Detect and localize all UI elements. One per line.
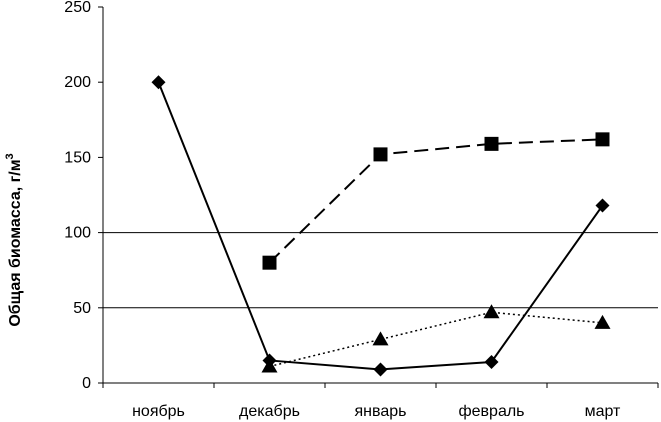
y-axis-title-superscript: 3 — [4, 153, 16, 159]
x-tick-label: декабрь — [239, 403, 300, 420]
y-tick-labels: 0 50 100 150 200 250 — [64, 0, 91, 392]
series-diamond-line — [157, 81, 604, 371]
point-square — [484, 136, 499, 151]
point-square — [595, 132, 610, 147]
y-tick-label: 0 — [82, 375, 91, 392]
y-tick-label: 250 — [64, 0, 91, 16]
point-triangle — [594, 314, 611, 329]
y-axis-title: Общая биомасса, г/м3 — [4, 153, 24, 326]
y-tick-label: 150 — [64, 149, 91, 166]
point-diamond — [373, 362, 388, 377]
point-square — [373, 147, 388, 162]
point-triangle — [372, 331, 389, 346]
y-tick-label: 200 — [64, 74, 91, 91]
x-tick-label: январь — [355, 403, 407, 420]
series-triangle-line — [269, 311, 603, 368]
series-group — [151, 75, 611, 377]
point-diamond — [151, 75, 166, 90]
x-tick-label: февраль — [458, 403, 524, 420]
x-tick-labels: ноябрь декабрь январь февраль март — [132, 403, 621, 420]
y-tick-label: 100 — [64, 225, 91, 242]
series-square-line — [268, 138, 603, 264]
y-tick-label: 50 — [73, 300, 91, 317]
point-triangle — [261, 358, 278, 373]
y-axis-title-text: Общая биомасса, г/м — [7, 159, 24, 326]
axes — [98, 6, 659, 388]
x-tick-label: ноябрь — [132, 403, 185, 420]
point-diamond — [484, 354, 499, 369]
point-diamond — [595, 198, 610, 213]
point-square — [262, 255, 277, 270]
gridlines — [103, 232, 658, 309]
x-tick-label: март — [585, 403, 621, 420]
point-triangle — [483, 304, 500, 319]
